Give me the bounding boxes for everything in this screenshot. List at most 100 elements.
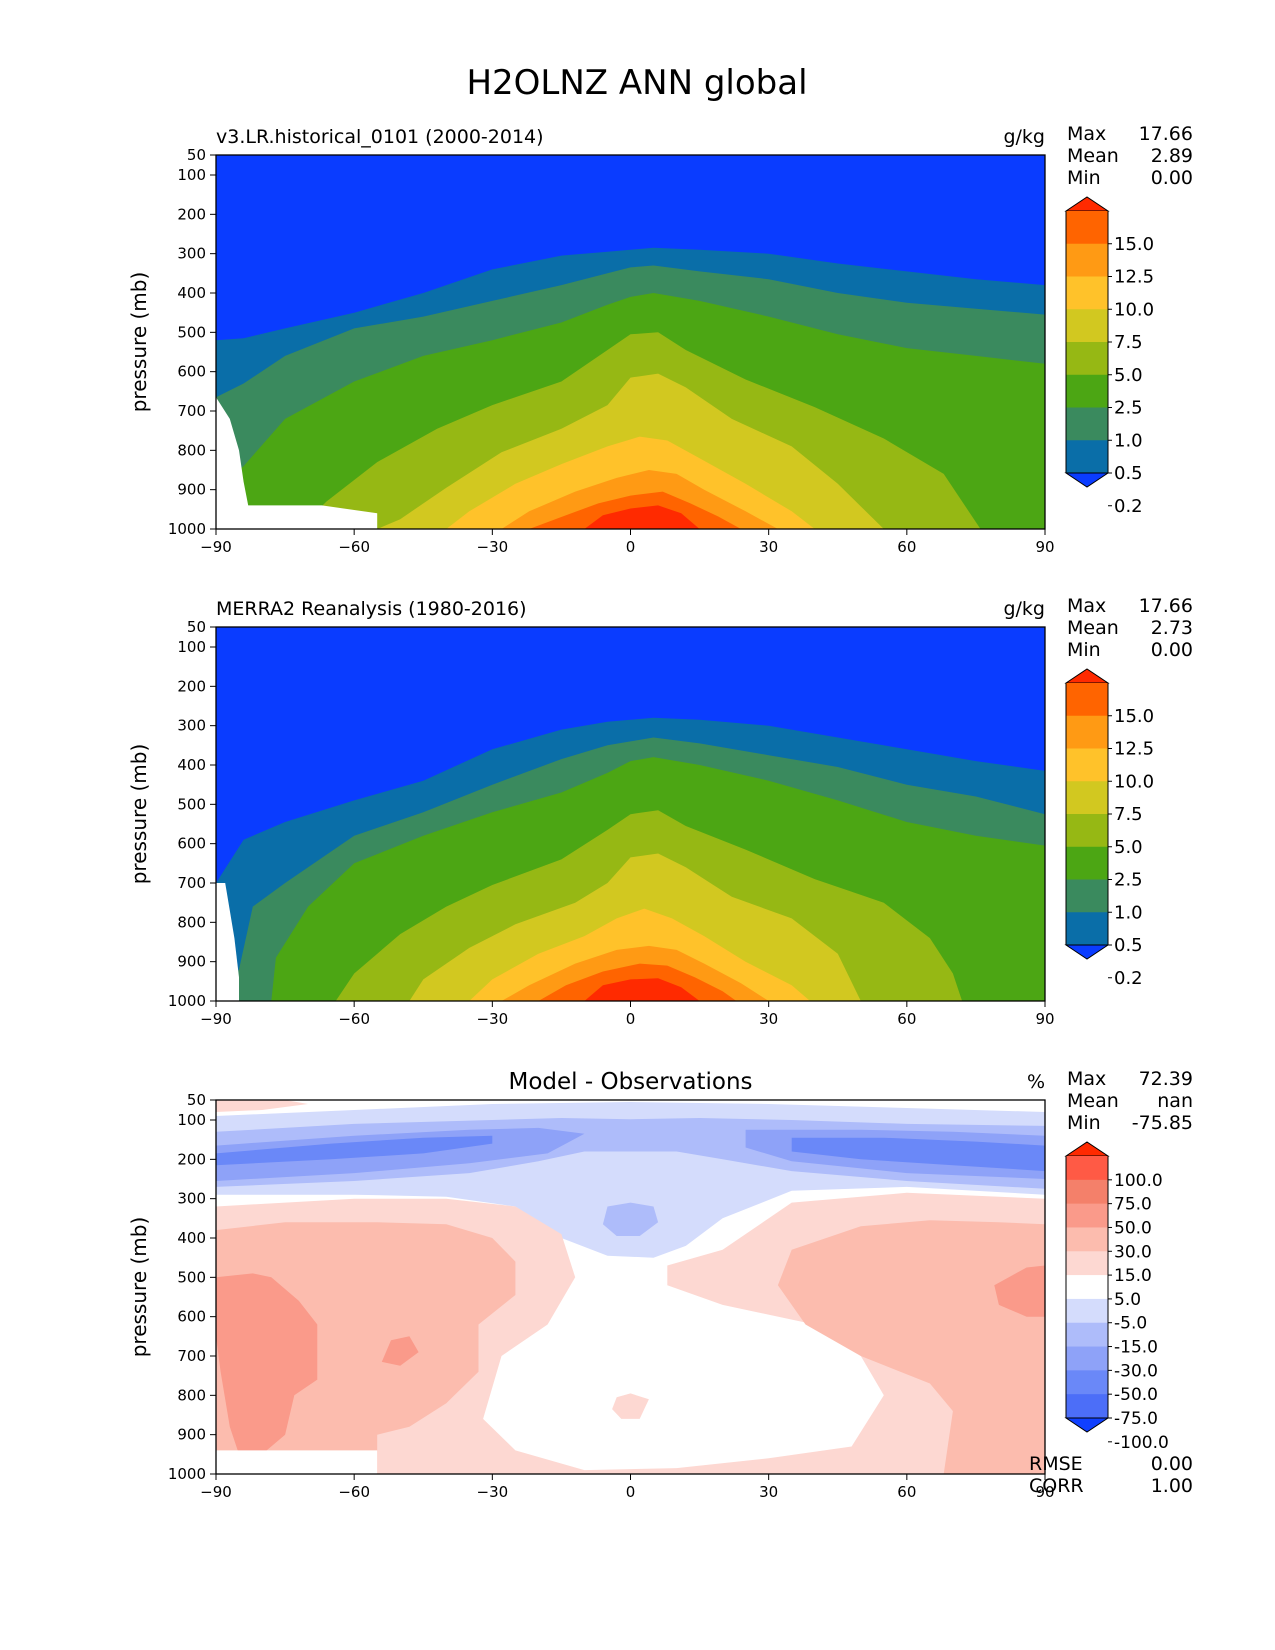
y-tick-label: 50	[187, 1091, 206, 1109]
y-axis-label: pressure (mb)	[127, 1217, 151, 1358]
y-tick-label: 700	[177, 402, 206, 420]
colorbar-tick-label: 100.0	[1114, 1171, 1163, 1191]
colorbar-swatch	[1066, 276, 1108, 310]
y-tick-label: 400	[177, 1229, 206, 1247]
colorbar-swatch	[1066, 1203, 1108, 1228]
colorbar-extend-max	[1064, 668, 1110, 684]
stat-label: Mean	[1067, 1090, 1119, 1112]
y-tick-label: 200	[177, 677, 206, 695]
x-tick-label: 60	[897, 1010, 916, 1028]
colorbar-swatch	[1066, 1179, 1108, 1205]
colorbar: 15.0 12.5 10.0 7.5 5.0 2.5 1.0 0.5 0.2	[1064, 196, 1154, 517]
x-tick-label: −90	[200, 1483, 232, 1501]
colorbar-tick-label: 15.0	[1114, 706, 1154, 727]
colorbar-swatch	[1066, 1298, 1108, 1324]
colorbar-tick-label: 5.0	[1114, 837, 1143, 858]
contour-band-15-0	[216, 505, 1045, 529]
colorbar-tick-label: 2.5	[1114, 398, 1143, 419]
colorbar-extend-min	[1064, 1417, 1110, 1433]
colorbar-swatch	[1066, 243, 1108, 277]
x-tick-label: 90	[1035, 1010, 1054, 1028]
colorbar-swatch	[1066, 748, 1108, 782]
x-tick-label: 90	[1035, 538, 1054, 556]
colorbar-tick-label: 75.0	[1114, 1195, 1152, 1215]
colorbar-tick-label: 1.0	[1114, 902, 1143, 923]
colorbar-tick-label: 1.0	[1114, 430, 1143, 451]
colorbar: 100.0 75.0 50.0 30.0 15.0 5.0 -5.0 -15.0 -30.0 -5…	[1064, 1141, 1169, 1453]
colorbar-swatch	[1066, 912, 1108, 946]
panel-title: Model - Observations	[508, 1069, 752, 1095]
panel-2: −90 −60 −30 0 30 60 90 50 100 200 300 400 500 600 700 8…	[127, 595, 1193, 1028]
stat-value: 0.00	[1151, 1453, 1193, 1475]
colorbar-swatch	[1066, 1370, 1108, 1395]
colorbar-swatch	[1066, 342, 1108, 376]
stat-value: 17.66	[1139, 123, 1193, 145]
plot-area	[216, 155, 1045, 529]
y-tick-label: 50	[187, 618, 206, 636]
x-tick-label: −90	[200, 1010, 232, 1028]
y-tick-label: 500	[177, 323, 206, 341]
panel-title: MERRA2 Reanalysis (1980-2016)	[216, 598, 527, 620]
missing-data-area	[216, 397, 378, 529]
colorbar-tick-label: -75.0	[1114, 1409, 1158, 1429]
y-axis-label: pressure (mb)	[127, 272, 151, 413]
y-tick-label: 800	[177, 441, 206, 459]
stat-label: CORR	[1029, 1475, 1084, 1497]
x-tick-label: 0	[626, 1010, 636, 1028]
colorbar-tick-label: 5.0	[1114, 365, 1143, 386]
y-tick-label: 1000	[168, 1465, 206, 1483]
stat-value: 1.00	[1151, 1475, 1193, 1497]
y-tick-label: 800	[177, 1386, 206, 1404]
colorbar-swatch	[1066, 374, 1108, 408]
region-neg-50	[216, 1135, 493, 1166]
y-tick-label: 900	[177, 481, 206, 499]
colorbar-tick-label: 12.5	[1114, 267, 1154, 288]
panel-title: v3.LR.historical_0101 (2000-2014)	[216, 126, 544, 148]
units-label: %	[1027, 1071, 1045, 1093]
colorbar-tick-label: 5.0	[1114, 1290, 1141, 1310]
y-tick-label: 100	[177, 638, 206, 656]
x-tick-label: 90	[1035, 1483, 1054, 1501]
missing-data-area	[216, 1450, 378, 1474]
stat-label: Max	[1067, 1068, 1106, 1090]
x-tick-label: 30	[759, 1483, 778, 1501]
figure-title: H2OLNZ ANN global	[466, 63, 807, 103]
y-tick-label: 1000	[168, 520, 206, 538]
y-tick-label: 700	[177, 874, 206, 892]
y-tick-label: 400	[177, 284, 206, 302]
missing-data-area	[216, 883, 239, 1001]
colorbar-swatch	[1066, 1227, 1108, 1252]
y-tick-label: 500	[177, 1268, 206, 1286]
x-tick-label: −30	[477, 538, 509, 556]
x-tick-label: −60	[338, 1010, 370, 1028]
stat-label: Max	[1067, 595, 1106, 617]
colorbar: 15.0 12.5 10.0 7.5 5.0 2.5 1.0 0.5 0.2	[1064, 668, 1154, 989]
units-label: g/kg	[1003, 126, 1045, 148]
y-tick-label: 100	[177, 1111, 206, 1129]
stat-value: nan	[1157, 1090, 1193, 1112]
stat-value: -75.85	[1132, 1112, 1193, 1134]
stat-value: 2.89	[1151, 145, 1193, 167]
y-tick-label: 50	[187, 146, 206, 164]
y-tick-label: 600	[177, 835, 206, 853]
y-tick-label: 300	[177, 717, 206, 735]
stat-label: Mean	[1067, 617, 1119, 639]
x-tick-label: −60	[338, 538, 370, 556]
colorbar-swatch	[1066, 1322, 1108, 1348]
stat-value: 0.00	[1151, 639, 1193, 661]
x-tick-label: 0	[626, 538, 636, 556]
colorbar-tick-label: -100.0	[1114, 1433, 1169, 1453]
y-tick-label: 100	[177, 166, 206, 184]
colorbar-swatch	[1066, 1346, 1108, 1371]
y-tick-label: 300	[177, 1190, 206, 1208]
y-tick-label: 400	[177, 756, 206, 774]
y-tick-label: 800	[177, 913, 206, 931]
panels: −90 −60 −30 0 30 60 90501002003004005006007008…	[127, 123, 1193, 1501]
y-tick-label: 700	[177, 1347, 206, 1365]
x-tick-label: 30	[759, 538, 778, 556]
y-tick-label: 200	[177, 1150, 206, 1168]
colorbar-swatch	[1066, 879, 1108, 913]
stat-value: 2.73	[1151, 617, 1193, 639]
colorbar-swatch	[1066, 1156, 1108, 1181]
